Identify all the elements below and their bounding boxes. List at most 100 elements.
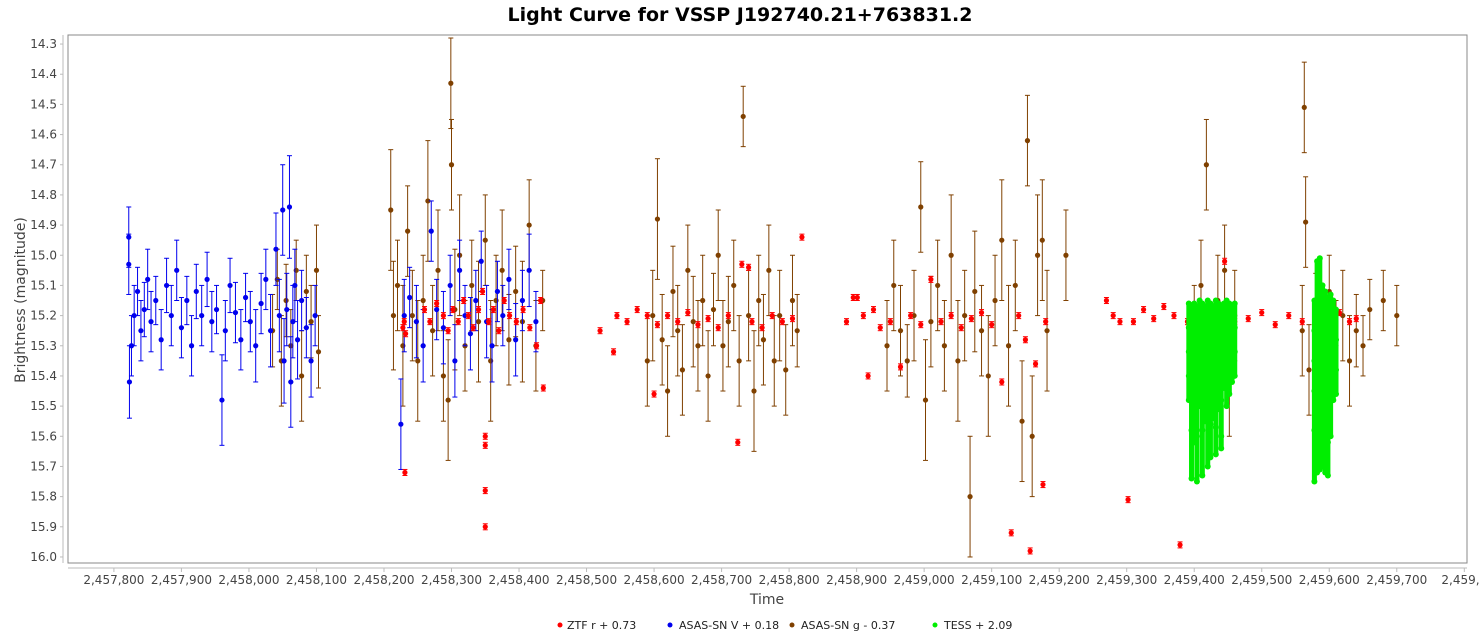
data-point (506, 276, 512, 282)
data-point (475, 319, 482, 325)
data-point (247, 319, 253, 325)
data-point (1306, 367, 1312, 373)
data-point (1299, 328, 1305, 334)
data-point (407, 294, 413, 301)
data-point (398, 421, 404, 427)
data-point (482, 524, 488, 530)
data-point (897, 328, 904, 334)
data-point (1222, 267, 1228, 273)
data-point (1005, 343, 1012, 349)
x-tick-label: 2,458,900 (826, 573, 887, 587)
data-point (659, 337, 665, 343)
y-tick-label: 15.2 (30, 309, 57, 323)
data-point (1008, 530, 1014, 536)
data-point (720, 343, 726, 349)
data-point (1324, 439, 1331, 446)
data-point-band (1218, 306, 1224, 449)
data-point (1212, 424, 1219, 431)
y-tick-label: 15.3 (30, 339, 57, 353)
data-point (789, 316, 796, 322)
y-tick-label: 15.0 (30, 248, 57, 262)
data-point (409, 312, 415, 319)
data-point (284, 306, 290, 313)
data-point-band (1226, 303, 1232, 395)
x-axis: 2,457,800 2,457,900 2,458,000 2,458,100 2,45… (68, 567, 1479, 587)
data-point (490, 306, 496, 313)
data-point (1207, 454, 1214, 461)
data-point (242, 294, 249, 301)
data-point (533, 343, 540, 349)
data-point (725, 312, 731, 319)
data-point (948, 252, 954, 258)
data-point (428, 228, 434, 234)
data-point (1130, 319, 1137, 325)
data-point (520, 306, 526, 313)
data-point (749, 319, 755, 325)
data-point (1380, 297, 1386, 304)
data-point (501, 297, 507, 304)
series-asas-sn (126, 155, 539, 470)
data-point (388, 207, 394, 213)
data-point (267, 328, 274, 334)
data-point-band (1333, 309, 1339, 395)
data-point (766, 267, 772, 273)
y-tick-label: 15.5 (30, 399, 57, 413)
data-point (918, 322, 924, 328)
data-point (482, 433, 488, 439)
data-point (499, 267, 505, 273)
data-point (184, 297, 190, 304)
data-point (1039, 237, 1045, 243)
data-point (276, 312, 282, 319)
data-point (475, 306, 482, 313)
data-point (400, 325, 406, 331)
legend-marker (667, 622, 673, 628)
data-point (1333, 306, 1340, 313)
data-point (303, 288, 309, 295)
data-point (1367, 306, 1373, 313)
data-point (1324, 472, 1331, 479)
data-point-band (1320, 285, 1326, 467)
data-point (1029, 433, 1035, 439)
data-point (479, 288, 486, 295)
data-point (675, 328, 681, 334)
data-point (482, 442, 488, 448)
data-point (769, 312, 775, 319)
data-point (1140, 306, 1147, 313)
data-point (1117, 319, 1123, 325)
data-point (1019, 418, 1025, 424)
data-point (644, 312, 650, 319)
data-point-band (1202, 306, 1208, 422)
data-point-band (1207, 303, 1213, 458)
x-tick-label: 2,458,200 (353, 573, 414, 587)
data-point (193, 288, 199, 295)
data-point (163, 282, 170, 289)
data-point (470, 325, 476, 331)
data-point-band (1317, 258, 1323, 470)
x-tick-label: 2,458,600 (624, 573, 685, 587)
data-point (513, 319, 519, 325)
data-point (1193, 478, 1200, 485)
data-point (1218, 397, 1225, 404)
data-point (1218, 445, 1225, 452)
y-tick-label: 14.8 (30, 188, 57, 202)
data-point (705, 316, 711, 322)
data-point (865, 373, 871, 379)
data-point (1346, 319, 1353, 325)
data-point (308, 358, 314, 364)
data-point (478, 258, 484, 264)
data-point-band (1191, 303, 1197, 443)
data-point (705, 373, 711, 379)
data-point (1327, 433, 1334, 440)
data-point (1301, 104, 1307, 111)
data-point (134, 288, 141, 295)
data-point (739, 261, 745, 267)
data-point (967, 494, 973, 500)
data-point (448, 162, 455, 168)
data-point (427, 319, 433, 325)
data-point (1231, 348, 1238, 355)
data-point (448, 80, 454, 86)
data-point (941, 343, 948, 349)
data-point (968, 316, 975, 322)
data-point (1151, 316, 1157, 322)
